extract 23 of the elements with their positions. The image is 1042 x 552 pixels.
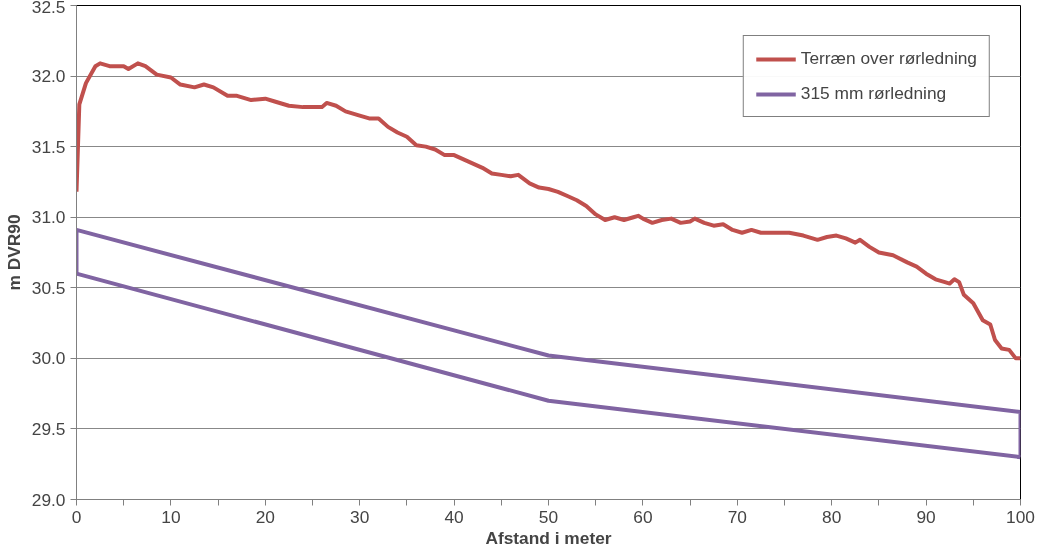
- x-tick-label: 50: [538, 506, 559, 527]
- x-tick-label: 30: [350, 506, 370, 527]
- y-tick-label: 31.0: [31, 207, 66, 228]
- y-axis-title: m DVR90: [3, 214, 24, 291]
- y-tick-label: 32.0: [31, 66, 66, 87]
- x-tick-label: 0: [71, 506, 82, 527]
- x-tick-label: 70: [727, 506, 747, 527]
- legend-label: 315 mm rørledning: [800, 83, 947, 104]
- x-tick-label: 80: [822, 506, 842, 527]
- x-axis-title: Afstand i meter: [485, 527, 612, 548]
- y-tick-label: 32.5: [31, 0, 66, 17]
- y-tick-label: 31.5: [31, 136, 66, 157]
- y-tick-label: 30.0: [31, 348, 66, 369]
- y-tick-label: 30.5: [31, 277, 66, 298]
- x-tick-label: 90: [916, 506, 936, 527]
- x-tick-label: 100: [1006, 506, 1035, 527]
- x-tick-label: 20: [255, 506, 275, 527]
- y-tick-label: 29.5: [31, 418, 66, 439]
- x-tick-label: 40: [444, 506, 464, 527]
- y-tick-label: 29.0: [31, 489, 66, 510]
- legend-label: Terræn over rørledning: [800, 48, 977, 69]
- x-tick-label: 10: [161, 506, 181, 527]
- x-tick-label: 60: [633, 506, 653, 527]
